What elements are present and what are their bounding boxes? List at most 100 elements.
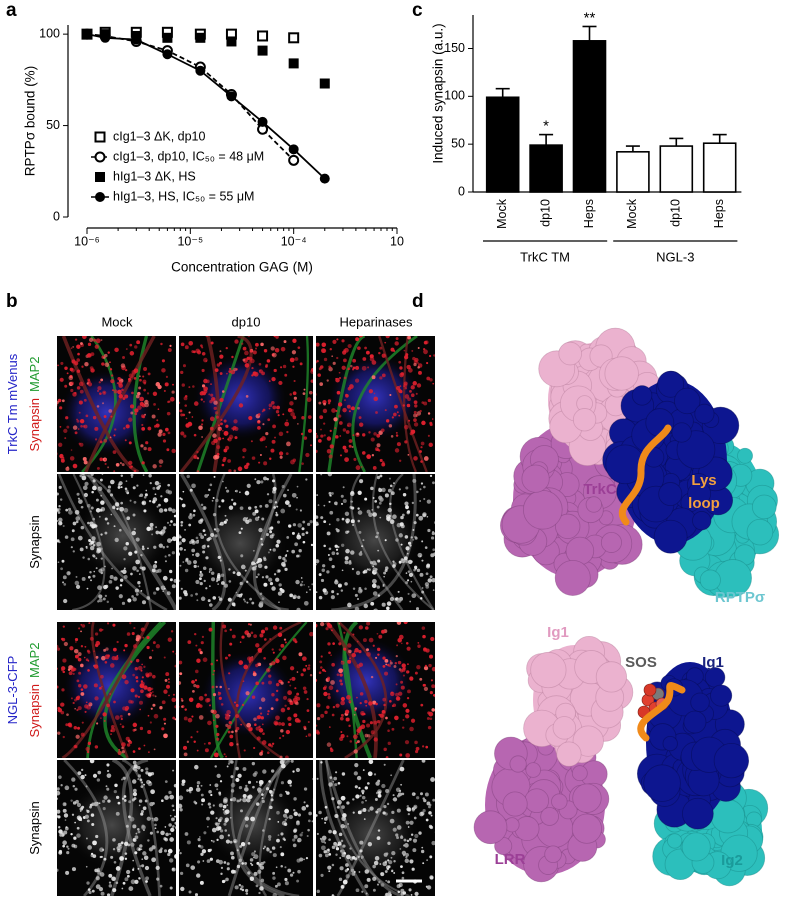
puncta [155,644,161,649]
puncta [224,514,227,517]
puncta [250,358,255,364]
puncta [354,648,359,653]
puncta [276,405,280,410]
puncta [291,492,297,498]
puncta [141,423,144,427]
puncta [331,797,335,801]
puncta [234,490,237,492]
puncta [98,802,101,805]
puncta [164,837,168,842]
puncta [370,675,374,679]
puncta [384,409,387,412]
puncta [244,350,249,356]
puncta [307,415,312,420]
puncta [220,573,225,578]
puncta [283,695,288,700]
puncta [244,569,247,572]
puncta [142,375,145,378]
puncta [405,856,408,859]
puncta [96,389,100,393]
puncta [251,757,253,758]
surface-lump [699,569,721,591]
puncta [416,664,421,670]
puncta [113,470,116,472]
puncta [74,698,77,702]
puncta [212,719,215,722]
puncta [268,499,273,504]
puncta [361,712,365,716]
puncta [292,697,298,703]
surface-lump [509,755,527,773]
puncta [253,634,258,638]
puncta [203,400,205,403]
puncta [181,503,186,508]
puncta [382,697,387,702]
puncta [299,857,304,862]
puncta [185,423,190,428]
puncta [59,833,63,837]
puncta [76,386,81,390]
puncta [63,583,67,586]
puncta [201,803,204,806]
puncta [392,797,398,802]
puncta [193,800,197,804]
puncta [400,888,405,893]
puncta [296,496,298,499]
puncta [50,385,52,387]
puncta [125,824,129,828]
puncta [426,376,431,381]
puncta [117,750,122,756]
puncta [373,432,377,436]
puncta [129,499,132,502]
puncta [299,583,303,587]
puncta [246,483,251,488]
puncta [79,810,82,813]
puncta [384,493,389,498]
puncta [242,794,247,799]
puncta [167,852,171,857]
puncta [220,703,224,706]
puncta [153,713,159,719]
puncta [199,651,203,655]
puncta [130,474,134,477]
puncta [202,550,206,554]
puncta [391,727,395,731]
puncta [397,890,401,894]
puncta [213,406,217,411]
puncta [423,497,426,501]
puncta [143,496,147,499]
puncta [312,798,313,801]
puncta [400,515,404,520]
puncta [147,547,149,550]
puncta [209,784,212,786]
puncta [416,796,420,800]
puncta [271,648,274,651]
puncta [398,533,403,538]
puncta [337,799,342,805]
puncta [394,715,399,721]
surface-lump [694,403,715,424]
puncta [413,400,418,405]
puncta [161,700,166,705]
puncta [215,826,221,831]
puncta [297,532,300,535]
structure-label: SOS [625,654,657,671]
puncta [155,526,157,528]
puncta [216,788,219,791]
puncta [364,700,368,704]
puncta [327,399,332,403]
puncta [166,521,170,524]
puncta [382,584,385,588]
puncta [192,554,194,556]
puncta [110,727,116,733]
puncta [216,773,221,779]
puncta [321,835,327,841]
puncta [119,528,122,532]
puncta [420,441,425,446]
puncta [442,808,445,811]
puncta [366,454,372,460]
puncta [316,494,319,496]
puncta [316,559,320,564]
puncta [336,356,339,360]
puncta [260,878,265,883]
